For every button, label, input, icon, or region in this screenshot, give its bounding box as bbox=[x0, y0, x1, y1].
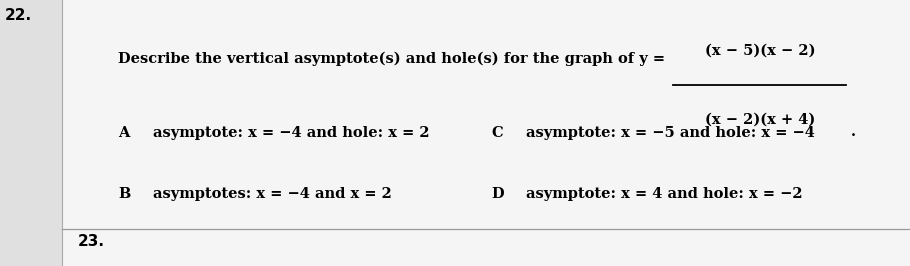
Text: Describe the vertical asymptote(s) and hole(s) for the graph of y =: Describe the vertical asymptote(s) and h… bbox=[118, 51, 665, 66]
Text: .: . bbox=[851, 125, 855, 139]
Text: (x − 2)(x + 4): (x − 2)(x + 4) bbox=[704, 113, 815, 127]
Text: (x − 5)(x − 2): (x − 5)(x − 2) bbox=[704, 44, 815, 57]
Text: 23.: 23. bbox=[77, 234, 105, 249]
Text: D: D bbox=[491, 187, 504, 201]
Text: 22.: 22. bbox=[5, 8, 32, 23]
Text: C: C bbox=[491, 126, 503, 140]
Bar bbox=[0, 0, 62, 266]
Text: asymptote: x = −5 and hole: x = −4: asymptote: x = −5 and hole: x = −4 bbox=[526, 126, 814, 140]
Text: asymptote: x = 4 and hole: x = −2: asymptote: x = 4 and hole: x = −2 bbox=[526, 187, 803, 201]
Text: B: B bbox=[118, 187, 130, 201]
Text: asymptotes: x = −4 and x = 2: asymptotes: x = −4 and x = 2 bbox=[153, 187, 391, 201]
Text: A: A bbox=[118, 126, 130, 140]
Text: asymptote: x = −4 and hole: x = 2: asymptote: x = −4 and hole: x = 2 bbox=[153, 126, 430, 140]
